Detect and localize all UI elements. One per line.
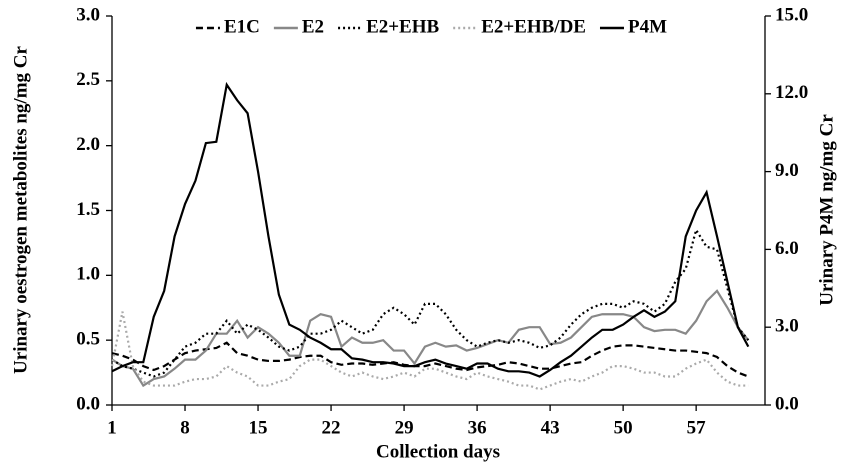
- x-tick-label: 1: [107, 417, 117, 438]
- x-tick-label: 36: [468, 417, 487, 438]
- y-tick-label: 0.5: [76, 329, 100, 350]
- x-tick-label: 22: [322, 417, 341, 438]
- y2-tick-label: 6.0: [775, 238, 799, 259]
- y2-tick-label: 3.0: [775, 316, 799, 337]
- y2-axis-title: Urinary P4M ng/mg Cr: [816, 114, 837, 306]
- y-tick-label: 2.0: [76, 134, 100, 155]
- series-line: [111, 227, 750, 378]
- y2-tick-label: 12.0: [775, 82, 808, 103]
- series-line: [111, 289, 750, 388]
- y-tick-label: 2.5: [76, 69, 100, 90]
- legend-label: E2+EHB/DE: [481, 16, 586, 37]
- x-tick-label: 8: [180, 417, 190, 438]
- y2-tick-label: 9.0: [775, 160, 799, 181]
- y-tick-label: 1.0: [76, 264, 100, 285]
- x-tick-label: 57: [687, 417, 707, 438]
- x-tick-label: 15: [249, 417, 268, 438]
- x-tick-label: 29: [395, 417, 414, 438]
- x-tick-label: 43: [541, 417, 560, 438]
- legend-label: E2: [302, 16, 324, 37]
- y-tick-label: 0.0: [76, 393, 100, 414]
- legend-label: E1C: [224, 16, 260, 37]
- series-line: [111, 341, 749, 378]
- y2-tick-label: 0.0: [775, 393, 799, 414]
- y-tick-label: 3.0: [76, 4, 100, 25]
- y-tick-label: 1.5: [76, 199, 100, 220]
- series-line: [111, 81, 750, 378]
- y-axis-title: Urinary oestrogen metabolites ng/mg Cr: [10, 46, 31, 374]
- legend-label: P4M: [628, 16, 667, 37]
- x-tick-label: 50: [614, 417, 633, 438]
- y2-tick-label: 15.0: [775, 4, 808, 25]
- legend-label: E2+EHB: [366, 16, 439, 37]
- x-axis-title: Collection days: [376, 441, 500, 462]
- series-line: [110, 311, 749, 391]
